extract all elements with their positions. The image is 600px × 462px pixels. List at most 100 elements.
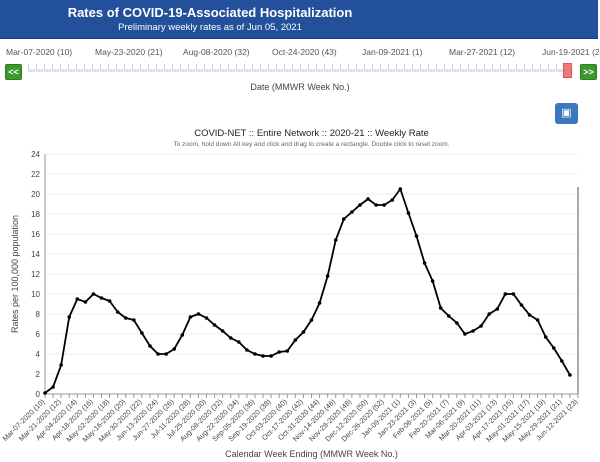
data-point bbox=[487, 312, 491, 316]
slider-tick bbox=[52, 64, 53, 69]
slider-tick bbox=[188, 64, 189, 69]
slider-tick bbox=[300, 64, 301, 69]
y-tick-label: 16 bbox=[31, 230, 40, 239]
data-point bbox=[414, 234, 419, 238]
slider-tick bbox=[508, 64, 509, 69]
slider-tick bbox=[220, 64, 221, 69]
data-point bbox=[51, 385, 55, 389]
data-point bbox=[148, 344, 152, 348]
slider-tick bbox=[156, 64, 157, 69]
y-tick-label: 2 bbox=[36, 370, 41, 379]
slider-tick bbox=[380, 64, 381, 69]
data-point bbox=[212, 323, 217, 327]
slider-tick bbox=[364, 64, 365, 69]
slider-tick bbox=[372, 64, 373, 69]
slider-tick bbox=[484, 64, 485, 69]
data-point bbox=[83, 300, 88, 304]
data-point bbox=[317, 301, 322, 305]
data-point bbox=[511, 292, 516, 296]
data-point bbox=[75, 297, 80, 301]
slider-next-button[interactable]: >> bbox=[580, 64, 597, 80]
data-point bbox=[398, 187, 403, 191]
slider-tick bbox=[444, 64, 445, 69]
chart-title: COVID-NET :: Entire Network :: 2020-21 :… bbox=[194, 128, 429, 139]
slider-tick bbox=[388, 64, 389, 69]
slider-tick bbox=[396, 64, 397, 69]
date-slider-handle[interactable] bbox=[563, 63, 572, 78]
data-point bbox=[342, 217, 346, 221]
data-point bbox=[99, 296, 104, 300]
data-point bbox=[261, 354, 265, 358]
data-point bbox=[140, 331, 144, 335]
data-point bbox=[350, 210, 354, 214]
data-point bbox=[196, 312, 201, 316]
data-point bbox=[382, 203, 386, 207]
data-point bbox=[123, 316, 128, 320]
data-point bbox=[164, 352, 168, 356]
slider-tick bbox=[212, 64, 213, 69]
y-tick-label: 8 bbox=[36, 310, 41, 319]
slider-tick bbox=[492, 64, 493, 69]
slider-tick bbox=[548, 64, 549, 69]
slider-tick bbox=[132, 64, 133, 69]
slider-tick bbox=[204, 64, 205, 69]
slider-tick bbox=[124, 64, 125, 69]
date-slider-track[interactable] bbox=[28, 64, 573, 72]
slider-tick bbox=[468, 64, 469, 69]
slider-tick bbox=[404, 64, 405, 69]
data-point bbox=[495, 307, 500, 311]
slider-tick bbox=[452, 64, 453, 69]
slider-tick bbox=[36, 64, 37, 69]
data-point bbox=[293, 338, 298, 342]
slider-tick bbox=[172, 64, 173, 69]
download-image-button[interactable]: ▣ bbox=[555, 103, 578, 124]
y-tick-label: 10 bbox=[31, 290, 40, 299]
data-point bbox=[568, 373, 572, 377]
data-point bbox=[253, 352, 257, 356]
data-point bbox=[245, 348, 249, 352]
chart-subtitle: To zoom, hold down Alt key and click and… bbox=[173, 141, 450, 148]
slider-tick bbox=[244, 64, 245, 69]
slider-tick bbox=[540, 64, 541, 69]
slider-tick bbox=[60, 64, 61, 69]
data-point bbox=[285, 349, 290, 353]
slider-label: Aug-08-2020 (32) bbox=[183, 47, 250, 57]
data-point bbox=[188, 315, 193, 319]
data-point bbox=[107, 299, 112, 303]
data-point bbox=[156, 352, 160, 356]
page-title: Rates of COVID-19-Associated Hospitaliza… bbox=[67, 5, 353, 20]
slider-label: Jun-19-2021 (24) bbox=[542, 47, 600, 57]
data-point bbox=[479, 324, 483, 328]
data-point bbox=[59, 363, 63, 367]
slider-tick bbox=[76, 64, 77, 69]
y-tick-label: 0 bbox=[36, 390, 41, 399]
page-subtitle: Preliminary weekly rates as of Jun 05, 2… bbox=[118, 22, 302, 33]
slider-prev-button[interactable]: << bbox=[5, 64, 22, 80]
slider-axis-title: Date (MMWR Week No.) bbox=[250, 82, 350, 92]
slider-label: Oct-24-2020 (43) bbox=[272, 47, 337, 57]
slider-tick bbox=[44, 64, 45, 69]
slider-tick bbox=[284, 64, 285, 69]
slider-tick bbox=[164, 64, 165, 69]
x-axis-title: Calendar Week Ending (MMWR Week No.) bbox=[225, 449, 398, 459]
y-tick-label: 14 bbox=[31, 250, 40, 259]
data-point bbox=[422, 261, 427, 265]
slider-tick bbox=[356, 64, 357, 69]
slider-tick bbox=[476, 64, 477, 69]
data-point bbox=[527, 313, 532, 317]
image-icon: ▣ bbox=[561, 107, 572, 119]
data-point bbox=[132, 318, 136, 322]
data-point bbox=[551, 346, 556, 350]
data-point bbox=[91, 292, 96, 296]
slider-tick bbox=[68, 64, 69, 69]
slider-tick bbox=[292, 64, 293, 69]
slider-tick bbox=[340, 64, 341, 69]
slider-tick bbox=[428, 64, 429, 69]
slider-tick bbox=[500, 64, 501, 69]
data-point bbox=[406, 211, 411, 215]
data-point bbox=[446, 314, 451, 318]
slider-tick bbox=[28, 64, 29, 69]
data-point bbox=[358, 203, 362, 207]
slider-tick bbox=[100, 64, 101, 69]
